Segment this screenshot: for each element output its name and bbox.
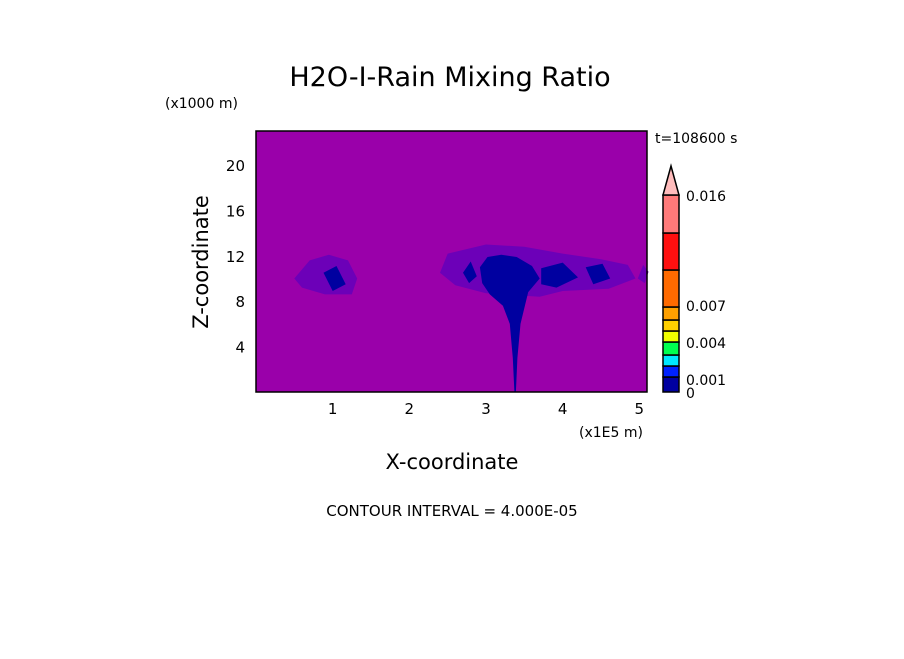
y-tick-label: 16 (226, 202, 245, 220)
colorbar-swatch (662, 232, 680, 271)
y-units-label: (x1000 m) (165, 96, 238, 112)
contour-interval-note: CONTOUR INTERVAL = 4.000E-05 (326, 502, 577, 520)
x-tick-label: 5 (635, 400, 645, 418)
chart-title: H2O-I-Rain Mixing Ratio (289, 62, 610, 93)
x-tick-label: 3 (481, 400, 491, 418)
colorbar-label: 0.007 (686, 299, 726, 315)
contour-region-3 (479, 254, 540, 392)
colorbar-swatch (662, 365, 680, 378)
colorbar-label: 0.004 (686, 336, 726, 352)
x-tick-label: 2 (405, 400, 415, 418)
x-tick-label: 4 (558, 400, 568, 418)
colorbar-swatch (662, 269, 680, 308)
contour-region-4 (541, 262, 578, 288)
x-axis-ticks: 1 2 3 4 5 (328, 400, 644, 418)
time-label: t=108600 s (655, 131, 737, 147)
contour-region-7 (463, 261, 477, 284)
colorbar-swatch (662, 194, 680, 234)
colorbar-swatch (662, 306, 680, 321)
x-tick-label: 1 (328, 400, 338, 418)
colorbar-swatch (662, 354, 680, 367)
y-tick-label: 12 (226, 248, 245, 266)
colorbar-extend-triangle (662, 163, 680, 196)
y-axis-label: Z-coordinate (189, 195, 213, 329)
contour-region-6 (323, 266, 346, 291)
colorbar-label: 0.016 (686, 189, 726, 205)
x-axis-label: X-coordinate (386, 450, 519, 474)
colorbar-swatch (662, 341, 680, 356)
contour-region-2 (637, 264, 649, 284)
contour-region-5 (585, 263, 611, 285)
colorbar: 00.001 0.004 0.007 0.016 (662, 163, 726, 402)
colorbar-swatch (662, 330, 680, 343)
y-tick-label: 4 (235, 339, 245, 357)
y-tick-label: 20 (226, 157, 245, 175)
colorbar-swatch (662, 319, 680, 332)
y-tick-label: 8 (235, 293, 245, 311)
colorbar-swatch (662, 376, 680, 393)
plot-frame (255, 130, 648, 393)
y-axis-ticks: 4 8 12 16 20 (226, 157, 245, 357)
colorbar-label: 0 (686, 386, 695, 402)
plot-area (256, 131, 649, 392)
colorbar-label: 0.001 (686, 373, 726, 389)
x-units-label: (x1E5 m) (579, 425, 643, 441)
